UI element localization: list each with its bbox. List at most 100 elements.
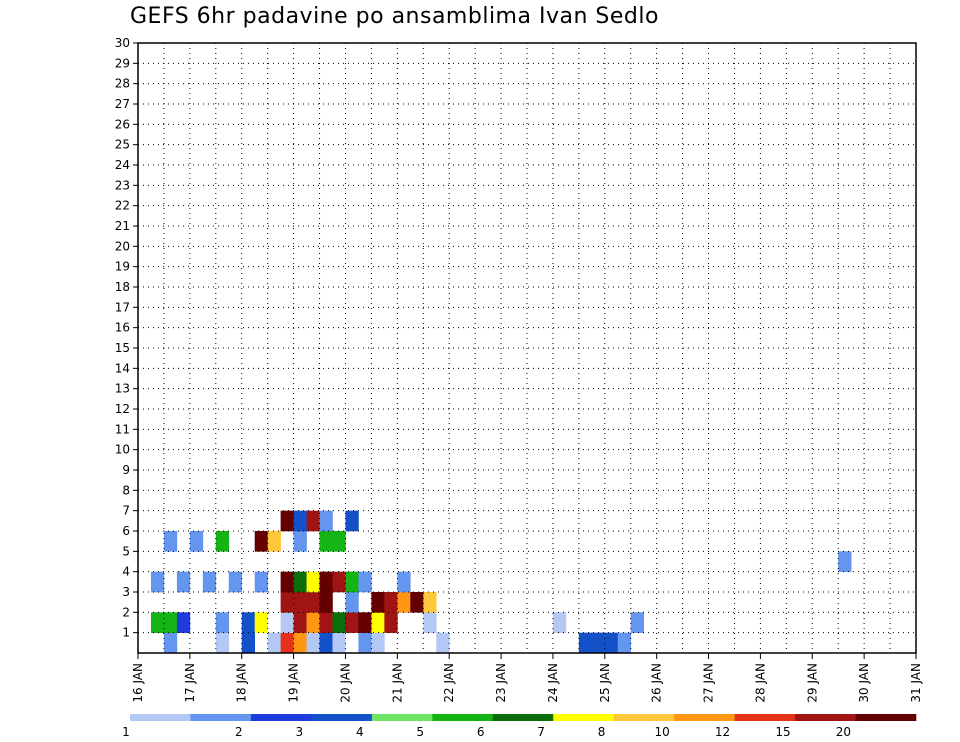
colorbar-segment bbox=[734, 714, 796, 721]
colorbar-segment bbox=[311, 714, 373, 721]
heat-cell bbox=[332, 531, 346, 552]
x-tick-label: 21 JAN bbox=[390, 663, 404, 703]
y-tick-label: 7 bbox=[122, 504, 130, 518]
colorbar-segment bbox=[553, 714, 614, 721]
y-tick-label: 18 bbox=[115, 280, 130, 294]
heat-cell bbox=[319, 510, 333, 532]
heat-cell bbox=[397, 571, 411, 593]
heat-cell bbox=[410, 592, 424, 613]
heat-cell bbox=[306, 632, 320, 654]
heat-cell bbox=[280, 612, 294, 633]
y-tick-label: 28 bbox=[115, 77, 130, 91]
heat-cell bbox=[293, 531, 307, 552]
y-tick-label: 21 bbox=[115, 219, 130, 233]
heat-cell bbox=[423, 612, 437, 633]
heat-cell bbox=[345, 612, 359, 633]
colorbar-label: 12 bbox=[715, 725, 730, 739]
colorbar-segment bbox=[674, 714, 735, 721]
heat-cell bbox=[280, 632, 294, 654]
x-tick-label: 29 JAN bbox=[805, 663, 819, 703]
heat-cell bbox=[163, 612, 178, 633]
x-tick-label: 19 JAN bbox=[287, 663, 301, 703]
y-tick-label: 17 bbox=[115, 300, 130, 314]
x-tick-label: 17 JAN bbox=[183, 663, 197, 703]
colorbar-label: 4 bbox=[356, 725, 364, 739]
heat-cell bbox=[345, 592, 359, 613]
y-tick-label: 14 bbox=[115, 361, 130, 375]
heat-cell bbox=[423, 592, 437, 613]
heat-cell bbox=[358, 571, 372, 593]
heat-cell bbox=[267, 531, 281, 552]
colorbar-label: 15 bbox=[775, 725, 790, 739]
heat-cell bbox=[241, 612, 255, 633]
colorbar-label: 7 bbox=[537, 725, 545, 739]
y-tick-label: 16 bbox=[115, 321, 130, 335]
heat-cell bbox=[189, 531, 204, 552]
heat-cell bbox=[215, 612, 230, 633]
y-tick-label: 30 bbox=[115, 36, 130, 50]
heat-cell bbox=[319, 592, 333, 613]
y-tick-label: 24 bbox=[115, 158, 130, 172]
heat-cell bbox=[332, 632, 346, 654]
heat-cell bbox=[319, 531, 333, 552]
heat-cell bbox=[306, 571, 320, 593]
x-tick-label: 20 JAN bbox=[338, 663, 352, 703]
y-tick-label: 4 bbox=[122, 565, 130, 579]
heat-cell bbox=[345, 571, 359, 593]
heat-cell bbox=[280, 571, 294, 593]
heat-cell bbox=[552, 612, 567, 633]
heat-cell bbox=[176, 571, 191, 593]
heat-cell bbox=[293, 510, 307, 532]
y-tick-label: 23 bbox=[115, 178, 130, 192]
heat-cell bbox=[254, 571, 268, 593]
heat-cell bbox=[293, 571, 307, 593]
y-tick-label: 5 bbox=[122, 544, 130, 558]
heat-cell bbox=[838, 551, 852, 572]
y-tick-label: 12 bbox=[115, 402, 130, 416]
y-tick-label: 11 bbox=[115, 422, 130, 436]
heat-cell bbox=[306, 510, 320, 532]
y-tick-label: 22 bbox=[115, 199, 130, 213]
colorbar-segment bbox=[855, 714, 917, 721]
x-tick-label: 31 JAN bbox=[909, 663, 923, 703]
heat-cell bbox=[280, 510, 294, 532]
heat-cell bbox=[163, 632, 178, 654]
heat-cell bbox=[293, 592, 307, 613]
heat-cell bbox=[591, 632, 606, 654]
heat-cell bbox=[267, 632, 281, 654]
x-tick-label: 16 JAN bbox=[131, 663, 145, 703]
x-tick-label: 24 JAN bbox=[546, 663, 560, 703]
heat-cell bbox=[202, 571, 217, 593]
chart-title: GEFS 6hr padavine po ansamblima Ivan Sed… bbox=[130, 4, 659, 29]
y-tick-label: 20 bbox=[115, 239, 130, 253]
colorbar-segment bbox=[492, 714, 554, 721]
heat-cell bbox=[280, 592, 294, 613]
heat-cell bbox=[215, 531, 230, 552]
y-tick-label: 25 bbox=[115, 138, 130, 152]
heat-cell bbox=[176, 612, 191, 633]
colorbar-label: 20 bbox=[836, 725, 851, 739]
heatmap-cells bbox=[150, 510, 852, 654]
colorbar-segment bbox=[130, 714, 191, 721]
heat-cell bbox=[306, 612, 320, 633]
y-tick-label: 29 bbox=[115, 56, 130, 70]
heat-cell bbox=[306, 592, 320, 613]
x-tick-label: 28 JAN bbox=[753, 663, 767, 703]
heat-cell bbox=[384, 612, 398, 633]
x-tick-label: 22 JAN bbox=[442, 663, 456, 703]
heat-cell bbox=[358, 632, 372, 654]
colorbar-label: 2 bbox=[235, 725, 243, 739]
heat-cell bbox=[150, 571, 165, 593]
colorbar-label: 10 bbox=[654, 725, 669, 739]
heat-cell bbox=[241, 632, 255, 654]
x-tick-label: 25 JAN bbox=[598, 663, 612, 703]
colorbar-segment bbox=[371, 714, 433, 721]
y-tick-label: 1 bbox=[122, 626, 130, 640]
heat-cell bbox=[397, 592, 411, 613]
colorbar-label: 3 bbox=[295, 725, 303, 739]
heat-cell bbox=[578, 632, 593, 654]
heat-cell bbox=[358, 612, 372, 633]
heat-cell bbox=[436, 632, 450, 654]
heat-cell bbox=[215, 632, 230, 654]
